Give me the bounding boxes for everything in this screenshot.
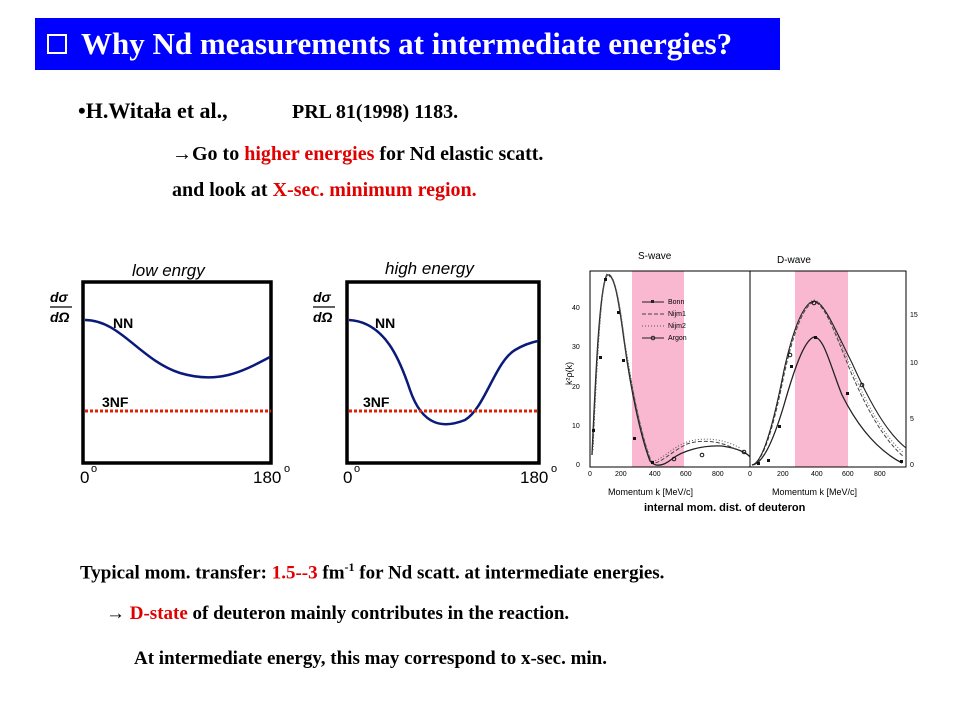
x-tick: 600 [842,471,854,478]
x-tick: 200 [777,471,789,478]
arrow-icon: → [106,603,125,624]
low-energy-sketch: low enrgy dσ dΩ NN 3NF 0 o 180 o [50,261,290,487]
x-tick: 200 [615,471,627,478]
legend-label: Nijm1 [668,311,686,318]
x-tick: 0 [748,471,752,478]
nn-label: NN [375,315,395,331]
bottom-line-2: → D-state of deuteron mainly contributes… [106,603,569,625]
sketch-title: low enrgy [132,261,206,280]
bottom-text: fm [317,562,345,584]
d-wave-frame [749,270,907,468]
nn-curve [348,318,539,426]
motivation-text: Go to [192,143,245,165]
title-bar: Why Nd measurements at intermediate ener… [35,18,780,70]
highlight-d-state: D-state [129,603,188,624]
y-tick: 5 [910,416,914,423]
panel-title-d-wave: D-wave [777,255,811,266]
sketch-title: high energy [385,259,475,278]
bullet: • [78,98,86,123]
x-min-label: 0 [80,468,89,487]
d-wave-x-ticks: 0 200 400 600 800 [748,471,886,478]
s-wave-open-markers [671,449,747,462]
bottom-line-3: At intermediate energy, this may corresp… [134,648,607,669]
d-wave-curve-nijm1 [751,301,905,466]
s-wave-highlight-band [632,271,684,467]
d-wave-open-markers [787,300,865,388]
degree-sign: o [284,463,290,475]
motivation-line-1: →Go to higher energies for Nd elastic sc… [172,143,543,166]
high-energy-sketch: high energy dσ dΩ NN 3NF 0 o 180 o [313,259,557,487]
y-tick: 10 [572,423,580,430]
ylabel-numerator: dσ [313,289,332,305]
y-tick: 0 [576,462,580,469]
checkbox-bullet-icon [47,34,67,54]
ylabel-denominator: dΩ [313,309,333,325]
x-max-label: 180 [253,468,281,487]
s-wave-x-ticks: 0 200 400 600 800 [588,471,724,478]
y-tick: 20 [572,384,580,391]
bottom-text: of deuteron mainly contributes in the re… [187,603,570,624]
sketch-frame [345,280,541,465]
highlight-xsec-min: X-sec. minimum region. [272,179,477,201]
d-wave-markers [757,336,903,465]
x-axis-label-s: Momentum k [MeV/c] [608,487,693,497]
x-axis-label-d: Momentum k [MeV/c] [772,487,857,497]
motivation-text: and look at [172,179,273,201]
x-tick: 600 [680,471,692,478]
legend-label: Bonn [668,299,684,306]
ylabel-numerator: dσ [50,289,69,305]
unit-exponent: -1 [344,560,355,574]
3nf-label: 3NF [102,394,129,410]
y-axis-label: k²ρ(k) [564,362,574,385]
x-tick: 800 [712,471,724,478]
bottom-text: Typical mom. transfer: [80,562,272,584]
degree-sign: o [551,463,557,475]
x-tick: 800 [874,471,886,478]
x-max-label: 180 [520,468,548,487]
3nf-label: 3NF [363,394,390,410]
motivation-text: for Nd elastic scatt. [374,143,544,165]
x-tick: 400 [811,471,823,478]
bottom-text: for Nd scatt. at intermediate energies. [354,562,665,584]
d-wave-highlight-band [795,271,848,467]
y-tick: 0 [910,462,914,469]
y-tick: 10 [910,360,918,367]
highlight-higher-energies: higher energies [244,143,375,165]
highlight-mom-range: 1.5--3 [271,562,318,584]
s-wave-markers [592,278,654,464]
s-wave-y-ticks: 0 10 20 30 40 [572,305,580,469]
degree-sign: o [354,463,360,475]
nn-label: NN [113,315,133,331]
reference-journal: PRL 81(1998) 1183. [292,101,459,123]
y-tick: 30 [572,344,580,351]
deuteron-momentum-plot: S-wave D-wave k²ρ(k) 0 10 20 30 40 0 5 1… [564,251,918,514]
nn-curve [84,318,271,379]
reference-line: •H.Witała et al., [78,98,228,124]
arrow-icon: → [172,143,192,165]
reference-authors: H.Witała et al., [85,98,228,123]
legend-label: Nijm2 [668,323,686,330]
degree-sign: o [91,463,97,475]
s-wave-curve-nijm2 [592,275,741,462]
x-tick: 400 [649,471,661,478]
bottom-line-1: Typical mom. transfer: 1.5--3 fm-1 for N… [80,560,664,584]
slide-title: Why Nd measurements at intermediate ener… [81,26,733,61]
x-min-label: 0 [343,468,352,487]
d-wave-y-ticks: 0 5 10 15 [910,312,918,469]
y-tick: 15 [910,312,918,319]
ylabel-denominator: dΩ [50,309,70,325]
motivation-line-2: and look at X-sec. minimum region. [172,179,477,202]
x-tick: 0 [588,471,592,478]
panel-title-s-wave: S-wave [638,251,672,262]
legend: Bonn Nijm1 Nijm2 Argon [642,299,687,342]
s-wave-curve-nijm1 [592,273,738,464]
plot-caption: internal mom. dist. of deuteron [644,502,806,514]
legend-label: Argon [668,335,687,342]
sketch-frame [81,280,273,465]
y-tick: 40 [572,305,580,312]
